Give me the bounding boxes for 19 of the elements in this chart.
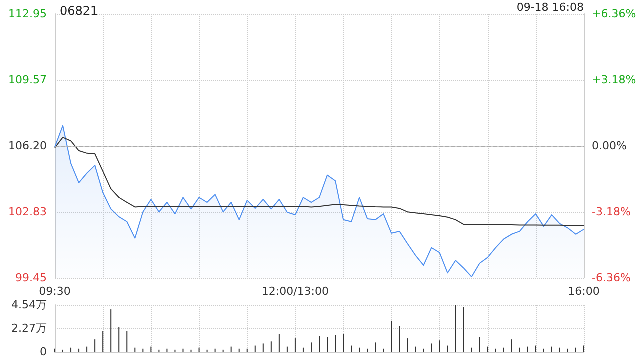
y-tick-label: 109.57	[8, 74, 47, 87]
chart-title: 06821	[60, 4, 98, 18]
x-tick-label: 12:00/13:00	[262, 285, 330, 298]
y-tick-label: 112.95	[8, 8, 47, 20]
y2-tick-label: -3.18%	[592, 206, 631, 218]
y-tick-label: 106.20	[8, 140, 47, 152]
y-tick-label: 99.45	[16, 272, 47, 284]
line-series	[54, 137, 584, 226]
y-tick-label: 2.27万	[12, 322, 47, 335]
y2-tick-label: -6.36%	[592, 272, 631, 284]
y-tick-label: 4.54万	[12, 298, 47, 312]
y2-tick-label: +3.18%	[592, 74, 636, 86]
y2-tick-label: +6.36%	[592, 8, 636, 20]
text: 09-18 16:08	[516, 1, 584, 14]
y2-tick-label: 0.00%	[592, 140, 627, 152]
y-tick-label: 102.83	[8, 205, 47, 218]
x-tick-label: 16:00	[568, 285, 600, 298]
x-tick-label: 09:30	[39, 285, 71, 298]
y-tick-label: 0	[40, 346, 47, 358]
